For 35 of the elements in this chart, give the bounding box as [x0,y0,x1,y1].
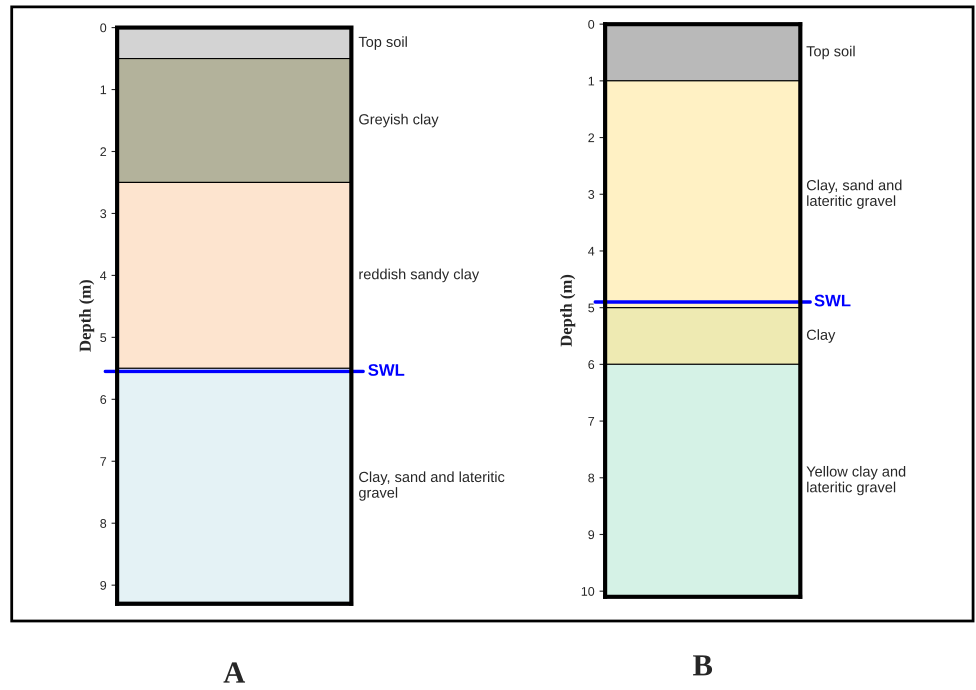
y-tick-label: 8 [588,474,594,482]
series-label: Top soil [806,46,855,60]
y-tick-label: 2 [588,133,594,142]
y-tick-label: 10 [582,586,594,596]
y-tick-label: 7 [100,457,106,466]
series-label: Yellow clay and lateritic gravel [806,466,906,496]
series-label: Clay, sand and lateritic gravel [359,471,504,501]
y-tick-label: 6 [588,360,594,370]
series-label: Clay, sand and lateritic gravel [806,180,902,209]
y-tick-label: 3 [588,190,594,199]
y-tick-label: 5 [588,304,594,312]
series-label: Greyish clay [359,114,439,128]
series-label: Clay [806,329,836,343]
y-tick-label: 8 [100,519,106,528]
ref-line-label: SWL [368,364,404,376]
y-tick-label: 2 [100,147,106,156]
text: A [224,662,246,683]
series-label: Top soil [358,36,407,50]
y-tick-label: 0 [588,20,594,29]
y-tick-label: 5 [100,333,106,342]
y-axis-title: Depth (m) [560,274,576,347]
y-tick-label: 3 [100,209,106,218]
y-tick-label: 0 [100,23,106,32]
y-tick-label: 1 [588,76,594,86]
y-tick-label: 4 [100,271,106,280]
y-tick-label: 4 [588,246,594,256]
y-tick-label: 9 [100,580,106,590]
y-axis-title: Depth (m) [79,280,94,352]
series-label: reddish sandy clay [359,268,480,282]
y-tick-label: 1 [100,85,106,94]
ref-line-label: SWL [814,294,850,306]
text: B [693,655,712,676]
y-tick-label: 6 [100,395,106,404]
y-tick-label: 7 [588,417,594,426]
y-tick-label: 9 [588,530,594,540]
